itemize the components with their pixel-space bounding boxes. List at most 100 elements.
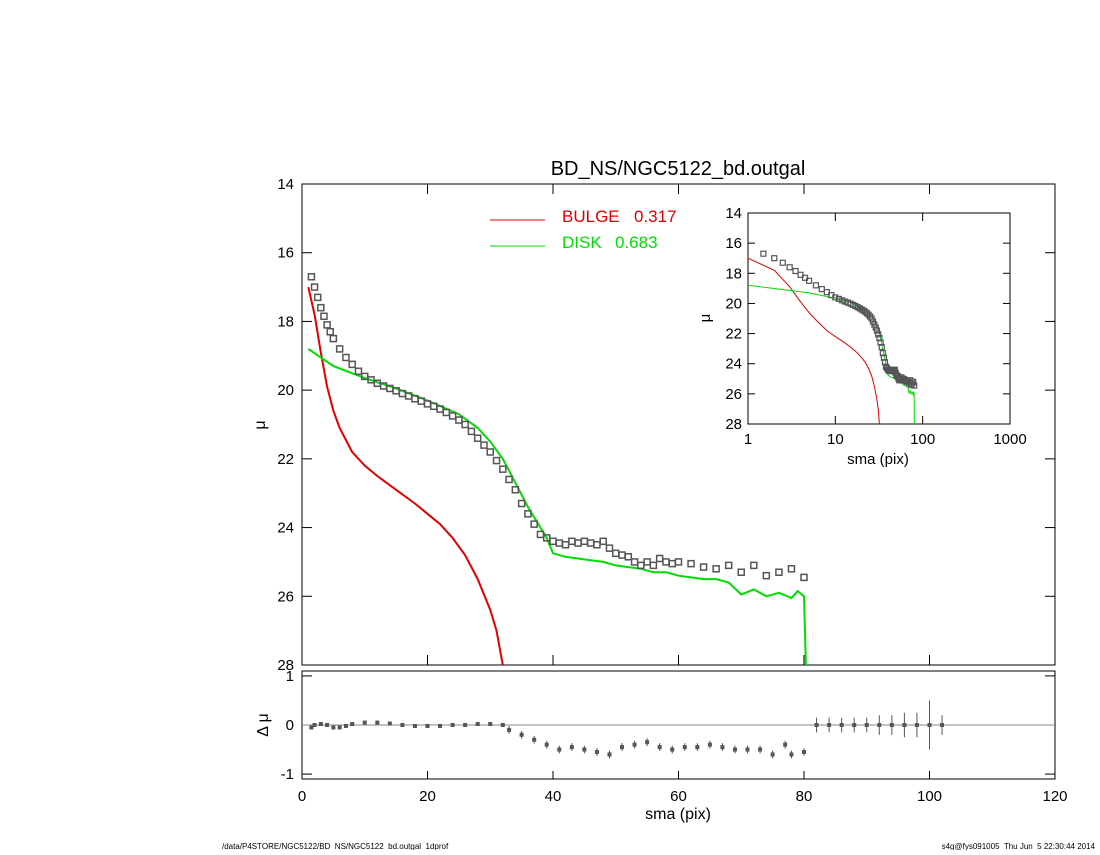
- inset-y-tick-label: 16: [725, 235, 742, 252]
- inset-y-tick-label: 14: [725, 205, 742, 222]
- data-point: [473, 434, 482, 442]
- data-point: [787, 565, 796, 573]
- inset-x-tick-label: 1000: [993, 431, 1026, 448]
- inset-data-point: [835, 295, 843, 303]
- x-tick-label: 120: [1042, 788, 1067, 805]
- residual-point: [412, 723, 417, 728]
- data-point: [326, 327, 334, 336]
- inset-y-axis-label: μ: [697, 314, 714, 323]
- y-tick-label: 24: [277, 520, 294, 537]
- y-tick-label: 14: [277, 176, 294, 193]
- residual-point: [343, 723, 348, 728]
- inset-data-point: [779, 259, 786, 266]
- x-tick-label: 60: [670, 788, 687, 805]
- residual-point: [400, 723, 405, 727]
- chart-title: BD_NS/NGC5122_bd.outgal: [551, 158, 806, 180]
- data-point: [800, 573, 808, 582]
- data-point: [486, 448, 494, 456]
- data-point: [317, 303, 325, 312]
- residual-point: [463, 723, 468, 727]
- residual-point: [682, 745, 687, 750]
- inset-data-point: [786, 264, 793, 271]
- residual-point: [720, 745, 725, 750]
- residual-point: [325, 723, 330, 727]
- residual-point: [594, 750, 599, 754]
- y-tick-label: 18: [277, 313, 294, 330]
- inset-data-point: [863, 310, 871, 317]
- residual-point: [827, 723, 832, 727]
- y-tick-label: 0: [286, 717, 294, 734]
- data-point: [530, 520, 538, 528]
- residual-point: [927, 723, 932, 727]
- y-tick-label: 28: [277, 657, 294, 674]
- data-point: [605, 544, 614, 552]
- residual-point: [488, 722, 493, 727]
- data-point: [505, 475, 513, 484]
- data-point: [517, 499, 526, 508]
- data-point: [775, 568, 783, 576]
- residual-point: [620, 745, 625, 750]
- residual-point: [318, 722, 323, 727]
- residual-point: [789, 752, 794, 757]
- residual-point: [331, 725, 336, 730]
- data-point: [310, 283, 319, 291]
- residual-point: [569, 745, 574, 750]
- x-tick-label: 80: [796, 788, 813, 805]
- data-point: [329, 334, 338, 343]
- x-tick-label: 20: [419, 788, 436, 805]
- residual-point: [670, 747, 675, 752]
- residual-point: [312, 723, 317, 727]
- residual-point: [940, 723, 945, 727]
- data-point: [348, 360, 356, 369]
- residual-point: [507, 727, 512, 732]
- model-curve: [307, 348, 807, 666]
- y-tick-label: 1: [286, 668, 294, 685]
- inset-data-point: [792, 267, 799, 275]
- residual-point: [877, 723, 882, 727]
- residual-point: [902, 723, 907, 727]
- residual-point: [532, 737, 537, 742]
- data-point: [568, 537, 576, 546]
- data-point: [662, 558, 670, 566]
- data-point: [649, 561, 658, 570]
- residual-point: [732, 747, 737, 752]
- inset-model-curve: [747, 257, 880, 425]
- residual-point: [852, 723, 857, 727]
- inset-data-point: [805, 277, 813, 284]
- residual-point: [864, 723, 869, 727]
- residual-point: [607, 752, 612, 757]
- inset-data-point: [832, 294, 839, 301]
- data-point: [586, 539, 595, 547]
- data-point: [668, 559, 676, 568]
- residual-point: [387, 721, 392, 726]
- residual-point: [582, 747, 587, 752]
- y-tick-label: -1: [281, 766, 294, 783]
- inset-data-point: [910, 378, 917, 385]
- data-point: [593, 541, 601, 549]
- data-point: [762, 571, 771, 580]
- data-point: [580, 537, 589, 546]
- data-point: [307, 273, 316, 281]
- data-point: [630, 558, 639, 566]
- data-point: [467, 427, 476, 436]
- data-point: [320, 312, 328, 321]
- inset-data-point: [873, 327, 881, 334]
- data-point: [448, 412, 457, 420]
- inset-data-point: [818, 286, 825, 293]
- inset-x-tick-label: 100: [910, 431, 935, 448]
- y-axis-label: μ: [252, 420, 269, 429]
- inset-x-tick-label: 1: [744, 431, 752, 448]
- legend-value: 0.683: [615, 233, 658, 252]
- footer-path: /data/P4STORE/NGC5122/BD_NS/NGC5122_bd.o…: [222, 842, 449, 850]
- y-tick-label: 16: [277, 245, 294, 262]
- inset-data-point: [878, 344, 885, 351]
- residual-point: [657, 745, 662, 750]
- inset-data-point: [875, 331, 882, 338]
- residual-point: [337, 725, 342, 730]
- data-point: [624, 553, 633, 561]
- inset-y-tick-label: 20: [725, 295, 742, 312]
- legend-label: BULGE: [562, 207, 620, 226]
- data-point: [499, 465, 507, 473]
- residual-point: [632, 742, 637, 747]
- inset-y-tick-label: 24: [725, 356, 742, 373]
